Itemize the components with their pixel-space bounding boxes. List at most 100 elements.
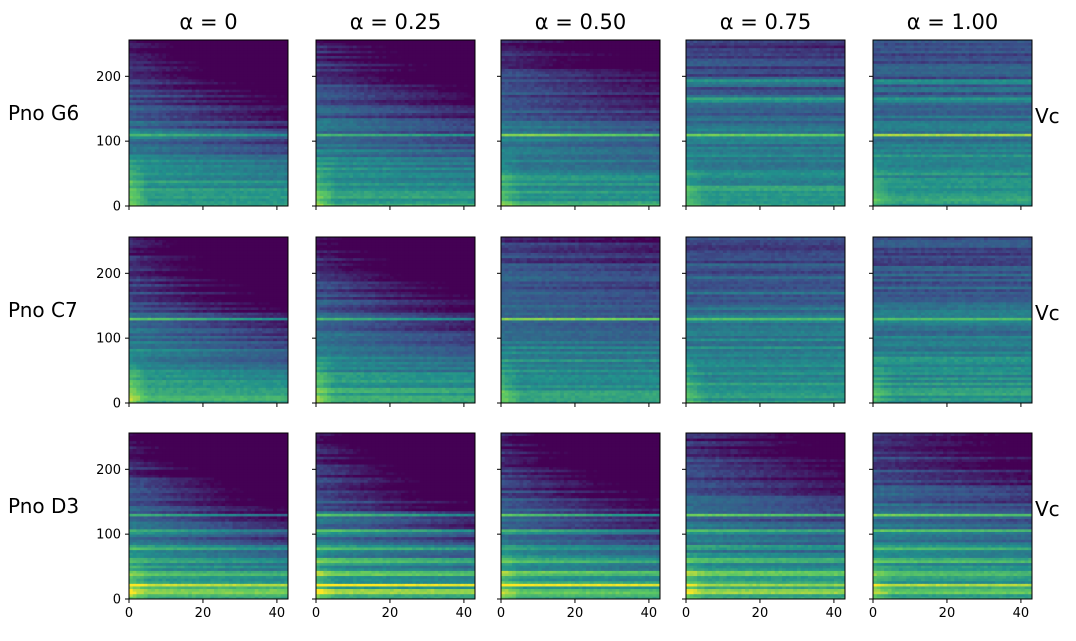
heatmap-cell xyxy=(158,203,163,206)
heatmap-cell xyxy=(236,115,241,119)
heatmap-cell xyxy=(412,123,417,126)
heatmap-cell xyxy=(438,185,443,189)
heatmap-cell xyxy=(316,182,321,186)
heatmap-cell xyxy=(389,107,395,111)
heatmap-cell xyxy=(265,65,270,69)
heatmap-cell xyxy=(375,86,380,90)
heatmap-cell xyxy=(154,151,159,155)
heatmap-cell xyxy=(202,102,208,106)
heatmap-cell xyxy=(419,177,424,181)
heatmap-cell xyxy=(426,151,432,155)
heatmap-cell xyxy=(151,104,156,108)
heatmap-cell xyxy=(162,89,167,93)
heatmap-cell xyxy=(228,81,233,85)
heatmap-cell xyxy=(382,161,387,165)
heatmap-cell xyxy=(276,138,282,142)
heatmap-cell xyxy=(236,104,241,108)
heatmap-cell xyxy=(214,78,219,82)
heatmap-cell xyxy=(273,47,278,51)
heatmap-cell xyxy=(140,151,145,155)
heatmap-cell xyxy=(364,102,369,106)
heatmap-cell xyxy=(382,78,387,82)
heatmap-cell xyxy=(258,102,263,106)
heatmap-cell xyxy=(276,115,282,119)
heatmap-cell xyxy=(236,86,241,90)
heatmap-cell xyxy=(254,110,259,114)
heatmap-cell xyxy=(239,40,245,43)
heatmap-cell xyxy=(269,133,274,137)
heatmap-cell xyxy=(136,174,141,178)
heatmap-cell xyxy=(386,164,391,168)
heatmap-cell xyxy=(327,159,332,163)
heatmap-cell xyxy=(206,198,211,202)
heatmap-cell xyxy=(276,60,282,64)
heatmap-cell xyxy=(184,76,189,80)
heatmap-cell xyxy=(378,203,383,206)
heatmap-cell xyxy=(165,146,171,150)
heatmap-cell xyxy=(404,148,409,152)
heatmap-cell xyxy=(401,151,406,155)
heatmap-cell xyxy=(378,99,383,103)
heatmap-cell xyxy=(426,110,432,114)
heatmap-cell xyxy=(165,89,171,93)
heatmap-cell xyxy=(129,52,134,56)
heatmap-cell xyxy=(356,133,361,137)
heatmap-cell xyxy=(356,115,361,119)
heatmap-cell xyxy=(225,193,230,197)
heatmap-cell xyxy=(129,47,134,51)
heatmap-cell xyxy=(401,128,406,132)
heatmap-cell xyxy=(356,104,361,108)
heatmap-cell xyxy=(195,148,200,152)
heatmap-cell xyxy=(202,198,208,202)
heatmap-cell xyxy=(184,185,189,189)
heatmap-cell xyxy=(393,86,398,90)
heatmap-cell xyxy=(352,169,358,173)
heatmap-cell xyxy=(262,200,267,204)
heatmap-cell xyxy=(169,146,174,150)
heatmap-cell xyxy=(445,180,450,184)
heatmap-cell xyxy=(258,71,263,75)
heatmap-cell xyxy=(217,50,222,54)
heatmap-cell xyxy=(214,94,219,98)
heatmap-cell xyxy=(452,81,457,85)
heatmap-cell xyxy=(154,159,159,163)
heatmap-cell xyxy=(143,193,148,197)
heatmap-cell xyxy=(151,159,156,163)
heatmap-cell xyxy=(184,112,189,116)
heatmap-cell xyxy=(316,174,321,178)
heatmap-cell xyxy=(180,55,185,59)
heatmap-cell xyxy=(456,169,461,173)
heatmap-cell xyxy=(158,198,163,202)
heatmap-cell xyxy=(452,133,457,137)
heatmap-cell xyxy=(214,55,219,59)
heatmap-cell xyxy=(415,177,420,181)
heatmap-cell xyxy=(236,97,241,101)
heatmap-cell xyxy=(210,169,215,173)
heatmap-cell xyxy=(445,190,450,194)
heatmap-cell xyxy=(471,167,475,171)
heatmap-cell xyxy=(397,123,402,126)
heatmap-cell xyxy=(397,97,402,101)
heatmap-cell xyxy=(239,89,245,93)
heatmap-cell xyxy=(199,123,204,126)
heatmap-cell xyxy=(232,203,237,206)
heatmap-cell xyxy=(284,73,288,77)
heatmap-cell xyxy=(360,143,365,147)
heatmap-cell xyxy=(258,52,263,56)
heatmap-cell xyxy=(352,107,358,111)
heatmap-cell xyxy=(225,94,230,98)
heatmap-cell xyxy=(243,151,248,155)
heatmap-cell xyxy=(129,159,134,163)
heatmap-cell xyxy=(471,164,475,168)
heatmap-cell xyxy=(393,130,398,134)
heatmap-cell xyxy=(393,123,398,126)
heatmap-cell xyxy=(456,128,461,132)
heatmap-cell xyxy=(445,159,450,163)
heatmap-cell xyxy=(154,76,159,80)
heatmap-cell xyxy=(408,91,413,95)
heatmap-cell xyxy=(202,89,208,93)
heatmap-cell xyxy=(132,107,137,111)
heatmap-cell xyxy=(401,81,406,85)
heatmap-cell xyxy=(162,117,167,121)
